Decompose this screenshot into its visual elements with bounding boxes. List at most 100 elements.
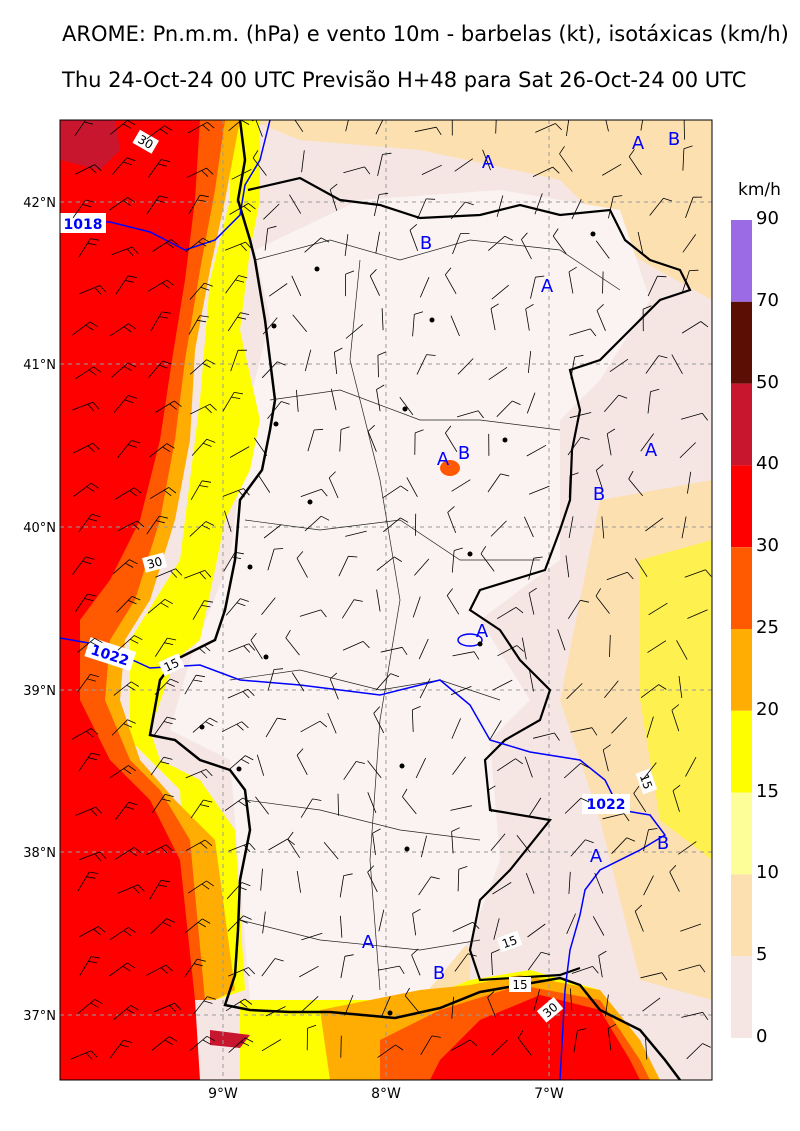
wind-barb xyxy=(671,710,680,732)
wind-barb xyxy=(148,159,162,178)
wind-barb-feather xyxy=(241,882,251,887)
wind-barb-feather xyxy=(87,445,95,453)
wind-barb xyxy=(647,276,658,297)
wind-barb-feather xyxy=(596,304,604,311)
wind-barb xyxy=(376,389,381,412)
wind-barb-feather xyxy=(348,555,358,558)
wind-barb xyxy=(409,230,419,252)
wind-barb-feather xyxy=(376,384,385,390)
wind-barb-feather xyxy=(161,311,171,314)
wind-barb-feather xyxy=(321,515,330,521)
wind-barb-feather xyxy=(94,999,103,1005)
wind-barb-feather xyxy=(344,954,354,957)
wind-barb-feather xyxy=(122,965,131,972)
wind-barb xyxy=(74,366,94,380)
wind-barb xyxy=(525,308,530,331)
wind-barb-feather xyxy=(125,806,135,810)
wind-barb-feather xyxy=(591,727,598,736)
wind-barb-feather xyxy=(137,520,145,528)
wind-barb-feather xyxy=(287,838,295,846)
wind-barb-feather xyxy=(98,926,106,933)
wind-barb xyxy=(487,997,497,1018)
wind-barb xyxy=(155,400,175,413)
wind-barb xyxy=(304,515,322,532)
wind-barb xyxy=(383,517,401,533)
wind-barb-feather xyxy=(626,837,636,842)
wind-barb-feather xyxy=(164,642,174,645)
wind-barb xyxy=(678,676,683,698)
wind-barb xyxy=(301,996,319,1012)
wind-barb-feather xyxy=(167,637,177,641)
wind-barb xyxy=(340,956,346,979)
wind-barb-feather xyxy=(203,1000,213,1004)
wind-barb xyxy=(70,1050,92,1060)
wind-barb-feather xyxy=(87,403,95,412)
legend-swatch xyxy=(731,547,752,629)
wind-barb xyxy=(637,231,644,254)
wind-barb xyxy=(323,841,339,860)
wind-barb-feather xyxy=(127,362,137,368)
wind-barb xyxy=(189,282,205,300)
wind-barb xyxy=(73,482,92,497)
wind-barb-feather xyxy=(203,442,212,447)
wind-barb-feather xyxy=(125,562,134,568)
wind-barb-feather xyxy=(334,347,343,353)
wind-barb-feather xyxy=(205,521,215,526)
wind-barb-feather xyxy=(132,886,140,894)
wind-barb xyxy=(150,756,165,776)
wind-barb-feather xyxy=(197,199,207,202)
wind-barb-feather xyxy=(131,246,139,255)
wind-barb xyxy=(377,1044,396,1058)
wind-barb xyxy=(419,678,431,699)
wind-barb-feather xyxy=(200,771,208,779)
wind-barb-feather xyxy=(328,471,336,479)
wind-barb xyxy=(489,720,502,740)
wind-barb xyxy=(367,760,382,779)
lat-label: 42°N xyxy=(23,196,56,211)
lon-label: 7°W xyxy=(534,1086,564,1102)
wind-barb xyxy=(291,275,302,297)
wind-barb-feather xyxy=(202,480,212,483)
wind-barb xyxy=(628,156,642,176)
wind-barb-feather xyxy=(473,651,480,660)
wind-barb xyxy=(533,732,555,739)
wind-barb-feather xyxy=(163,756,173,760)
isotach-label: 15 xyxy=(162,656,182,675)
wind-barb-feather xyxy=(199,572,206,580)
wind-barb-feather xyxy=(163,721,173,725)
legend-swatch xyxy=(731,220,752,302)
wind-barb-feather xyxy=(628,470,634,480)
wind-barb xyxy=(452,233,461,255)
wind-barb xyxy=(609,634,611,658)
legend-level-label: 20 xyxy=(756,698,779,720)
wind-barb xyxy=(681,516,687,539)
wind-barb xyxy=(682,270,690,292)
wind-speed-field xyxy=(60,120,712,1080)
wind-barb-feather xyxy=(343,873,353,876)
wind-barb-feather xyxy=(202,237,211,244)
wind-barb xyxy=(115,275,129,295)
wind-barb-feather xyxy=(88,518,98,522)
wind-barb xyxy=(267,548,275,571)
wind-barb-feather xyxy=(162,921,171,927)
wind-barb xyxy=(568,871,571,894)
wind-barb xyxy=(643,875,654,896)
wind-barb-feather xyxy=(596,464,604,471)
wind-barb xyxy=(304,349,312,372)
wind-barb-feather xyxy=(390,673,400,678)
legend-level-label: 30 xyxy=(756,535,779,557)
wind-barb xyxy=(187,880,207,894)
legend-swatch xyxy=(731,383,752,466)
wind-barb xyxy=(517,1037,533,1056)
wind-barb-feather xyxy=(124,399,134,404)
wind-barb-feather xyxy=(126,962,136,969)
wind-barb xyxy=(261,361,278,379)
wind-barb-feather xyxy=(382,152,392,155)
wind-barb xyxy=(268,838,288,851)
wind-barb xyxy=(111,362,129,378)
wind-barb xyxy=(300,488,322,497)
wind-barb-feather xyxy=(234,551,244,555)
wind-barb xyxy=(418,638,429,660)
wind-barb xyxy=(334,352,338,375)
wind-barb-feather xyxy=(232,556,242,559)
